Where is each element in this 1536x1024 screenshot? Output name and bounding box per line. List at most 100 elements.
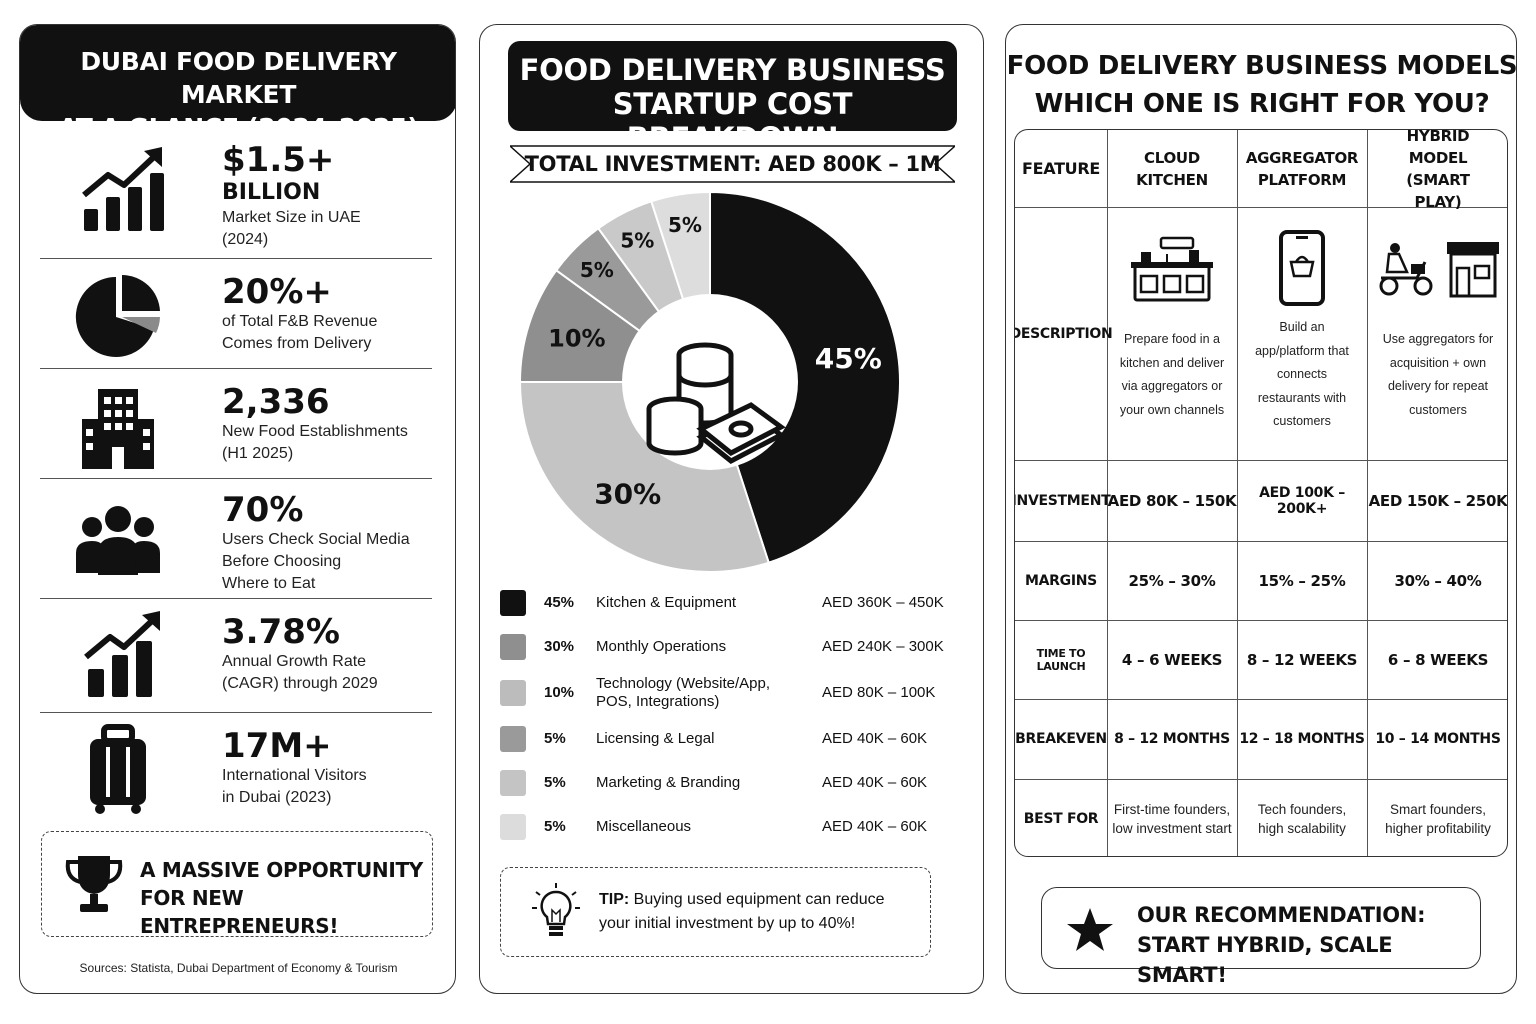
stat-label: (H1 2025) <box>222 445 294 462</box>
stat-label: New Food Establishments <box>222 423 408 440</box>
total-investment-ribbon: TOTAL INVESTMENT: AED 800K – 1M <box>510 145 955 183</box>
trophy-icon <box>65 856 123 912</box>
tip-label: TIP: <box>599 891 630 908</box>
aggregator-investment: AED 100K – 200K+ <box>1259 484 1345 517</box>
column-divider <box>1237 130 1238 856</box>
stat-label: in Dubai (2023) <box>222 789 332 806</box>
stat-value: $1.5+ <box>222 140 335 180</box>
startup-title-line1: FOOD DELIVERY BUSINESS <box>519 53 946 87</box>
aggregator-margins: 15% – 25% <box>1258 571 1346 590</box>
stat-value: 2,336 <box>222 382 330 422</box>
pie-slice <box>709 190 901 564</box>
pie-slice-label: 5% <box>580 258 614 282</box>
stat-growth-rate: 3.78% Annual Growth Rate (CAGR) through … <box>40 599 432 713</box>
legend-row: 5% Marketing & Branding AED 40K – 60K <box>500 767 960 801</box>
legend-percent: 5% <box>544 774 566 791</box>
legend-cost: AED 360K – 450K <box>822 594 944 611</box>
stat-label: International Visitors <box>222 767 367 784</box>
tip-callout: TIP: Buying used equipment can reduce yo… <box>500 867 931 957</box>
aggregator-description: Build an app/platform that connects rest… <box>1255 320 1349 429</box>
hybrid-description: Use aggregators for acquisition + own de… <box>1382 332 1494 417</box>
feature-margins: MARGINS <box>1025 572 1097 589</box>
luggage-icon <box>90 724 146 814</box>
hybrid-breakeven: 10 – 14 MONTHS <box>1375 731 1501 747</box>
star-icon <box>1067 908 1113 951</box>
row-divider <box>1015 460 1507 461</box>
cloud-kitchen-breakeven: 8 – 12 MONTHS <box>1114 731 1230 747</box>
hybrid-investment: AED 150K – 250K <box>1368 491 1508 510</box>
stat-value: 17M+ <box>222 726 332 766</box>
cloud-kitchen-description: Prepare food in a kitchen and deliver vi… <box>1119 332 1225 417</box>
aggregator-best-for: Tech founders, high scalability <box>1257 801 1347 836</box>
models-title-line2: WHICH ONE IS RIGHT FOR YOU? <box>1034 89 1490 119</box>
legend-category: Miscellaneous <box>596 818 692 835</box>
market-panel-header: DUBAI FOOD DELIVERY MARKET AT A GLANCE (… <box>20 25 455 142</box>
startup-title-line2: STARTUP COST BREAKDOWN <box>612 87 853 155</box>
header-hybrid: HYBRID MODEL (SMART PLAY) <box>1406 129 1470 211</box>
legend-swatch <box>500 814 526 840</box>
legend-category: Kitchen & Equipment <box>596 594 737 611</box>
pie-slice-label: 5% <box>620 228 654 252</box>
tip-text: Buying used equipment can reduce your in… <box>599 891 885 932</box>
models-title-line1: FOOD DELIVERY BUSINESS MODELS <box>1006 51 1517 81</box>
stat-label: of Total F&B Revenue <box>222 313 378 330</box>
opportunity-line2: FOR NEW ENTREPRENEURS! <box>140 886 339 938</box>
legend-row: 5% Licensing & Legal AED 40K – 60K <box>500 723 960 757</box>
header-feature: FEATURE <box>1021 158 1101 178</box>
stat-unit: BILLION <box>222 180 321 205</box>
legend-percent: 45% <box>544 594 575 611</box>
recommendation-callout: OUR RECOMMENDATION: START HYBRID, SCALE … <box>1041 887 1481 987</box>
smartphone-icon <box>1279 230 1325 306</box>
legend-swatch <box>500 634 526 660</box>
legend-swatch <box>500 590 526 616</box>
market-title-line2: AT A GLANCE (2024–2025) <box>58 113 419 142</box>
cloud-kitchen-launch: 4 – 6 WEEKS <box>1121 650 1223 669</box>
stat-value: 20%+ <box>222 272 332 312</box>
pie-chart-icon <box>75 274 160 357</box>
hybrid-launch: 6 – 8 WEEKS <box>1387 650 1489 669</box>
legend-swatch <box>500 680 526 706</box>
stat-delivery-share: 20%+ of Total F&B Revenue Comes from Del… <box>40 259 432 369</box>
total-investment: TOTAL INVESTMENT: AED 800K – 1M <box>524 152 941 176</box>
column-divider <box>1367 130 1368 856</box>
cost-pie-chart: 45%30%10%5%5%5% <box>518 190 901 573</box>
market-title-line1: DUBAI FOOD DELIVERY MARKET <box>80 47 397 109</box>
legend-percent: 10% <box>544 684 575 701</box>
startup-cost-panel: FOOD DELIVERY BUSINESS STARTUP COST BREA… <box>479 24 984 994</box>
pie-slice-label: 5% <box>668 213 702 237</box>
market-panel: DUBAI FOOD DELIVERY MARKET AT A GLANCE (… <box>19 24 456 994</box>
recommendation-line1: OUR RECOMMENDATION: <box>1137 903 1426 927</box>
legend-row: 45% Kitchen & Equipment AED 360K – 450K <box>500 587 960 621</box>
stat-value: 70% <box>222 490 304 530</box>
feature-time-to-launch: TIME TO LAUNCH <box>1036 646 1086 673</box>
cloud-kitchen-margins: 25% – 30% <box>1128 571 1216 590</box>
hybrid-best-for: Smart founders, higher profitability <box>1385 801 1491 836</box>
legend-percent: 30% <box>544 638 575 655</box>
legend-percent: 5% <box>544 818 566 835</box>
comparison-table: FEATURE CLOUD KITCHEN AGGREGATOR PLATFOR… <box>1014 129 1508 857</box>
feature-best-for: BEST FOR <box>1023 810 1099 827</box>
legend-cost: AED 40K – 60K <box>822 818 928 835</box>
stat-value: 3.78% <box>222 612 340 652</box>
legend-category: Marketing & Branding <box>596 774 741 791</box>
legend-category: Technology (Website/App, POS, Integratio… <box>596 675 770 710</box>
feature-investment: INVESTMENT <box>1014 492 1111 509</box>
stat-new-establishments: 2,336 New Food Establishments (H1 2025) <box>40 369 432 479</box>
legend-category: Monthly Operations <box>596 638 727 655</box>
hybrid-margins: 30% – 40% <box>1394 571 1482 590</box>
row-divider <box>1015 779 1507 780</box>
legend-category: Licensing & Legal <box>596 730 715 747</box>
legend-swatch <box>500 726 526 752</box>
business-models-title: FOOD DELIVERY BUSINESS MODELS WHICH ONE … <box>1006 47 1517 123</box>
scooter-shop-icon <box>1379 242 1499 298</box>
feature-description: DESCRIPTION <box>1014 325 1113 342</box>
aggregator-launch: 8 – 12 WEEKS <box>1246 650 1358 669</box>
cloud-kitchen-best-for: First-time founders, low investment star… <box>1112 801 1232 836</box>
cloud-kitchen-icon <box>1131 236 1213 302</box>
pie-slice-label: 30% <box>594 477 661 510</box>
feature-breakeven: BREAKEVEN <box>1015 731 1107 747</box>
legend-swatch <box>500 770 526 796</box>
opportunity-line1: A MASSIVE OPPORTUNITY <box>140 858 423 882</box>
growth-chart-icon <box>84 611 160 697</box>
stat-label: Comes from Delivery <box>222 335 372 352</box>
